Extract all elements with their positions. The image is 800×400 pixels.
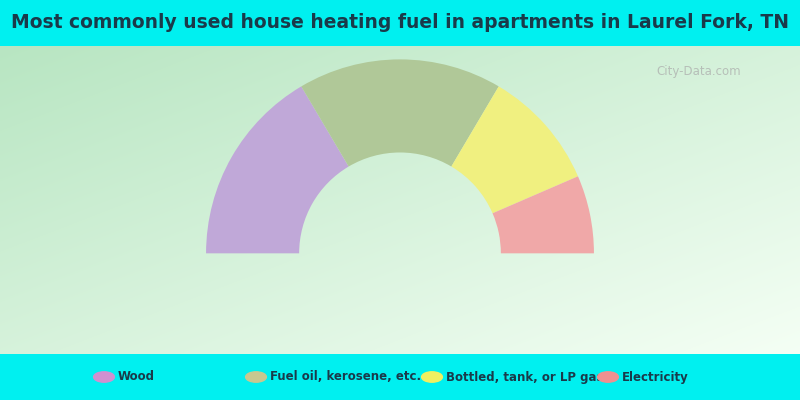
Circle shape xyxy=(598,372,618,382)
Text: Fuel oil, kerosene, etc.: Fuel oil, kerosene, etc. xyxy=(270,370,421,384)
Wedge shape xyxy=(451,86,578,213)
Text: Bottled, tank, or LP gas: Bottled, tank, or LP gas xyxy=(446,370,603,384)
Circle shape xyxy=(94,372,114,382)
Text: City-Data.com: City-Data.com xyxy=(656,66,741,78)
Text: Most commonly used house heating fuel in apartments in Laurel Fork, TN: Most commonly used house heating fuel in… xyxy=(11,14,789,32)
Text: Electricity: Electricity xyxy=(622,370,688,384)
Circle shape xyxy=(246,372,266,382)
Wedge shape xyxy=(302,59,498,166)
Text: Wood: Wood xyxy=(118,370,154,384)
Wedge shape xyxy=(493,176,594,253)
Circle shape xyxy=(422,372,442,382)
Bar xyxy=(0,0,800,46)
Bar xyxy=(0,354,800,400)
Wedge shape xyxy=(206,86,349,253)
